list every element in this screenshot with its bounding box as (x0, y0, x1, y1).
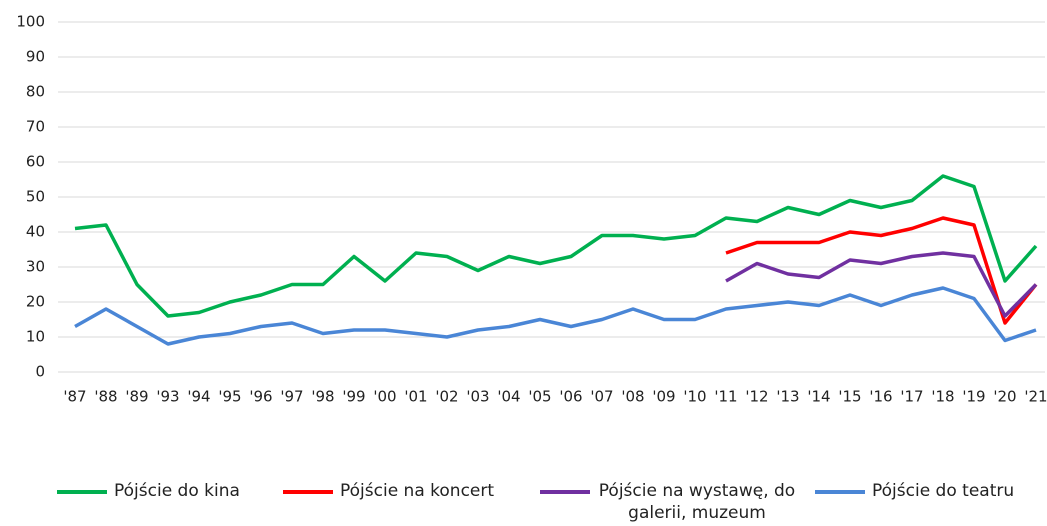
x-tick-label: '14 (807, 388, 830, 406)
x-tick-label: '06 (559, 388, 582, 406)
y-tick-label: 80 (26, 83, 45, 101)
legend-swatch (283, 490, 333, 494)
x-tick-label: '16 (869, 388, 892, 406)
x-tick-label: '02 (435, 388, 458, 406)
x-tick-label: '94 (187, 388, 210, 406)
y-tick-label: 20 (26, 293, 45, 311)
y-tick-label: 50 (26, 188, 45, 206)
y-tick-label: 40 (26, 223, 45, 241)
legend-item: Pójście na koncert (283, 480, 494, 502)
legend-item: Pójście do teatru (815, 480, 1014, 502)
y-tick-label: 0 (35, 363, 45, 381)
y-tick-label: 60 (26, 153, 45, 171)
x-tick-label: '04 (497, 388, 520, 406)
y-tick-label: 100 (16, 13, 45, 31)
x-tick-label: '05 (528, 388, 551, 406)
y-tick-label: 10 (26, 328, 45, 346)
x-tick-label: '00 (373, 388, 396, 406)
x-tick-label: '88 (94, 388, 117, 406)
x-tick-label: '19 (962, 388, 985, 406)
x-tick-label: '89 (125, 388, 148, 406)
x-tick-label: '21 (1024, 388, 1047, 406)
x-tick-label: '10 (683, 388, 706, 406)
legend-swatch (540, 490, 590, 494)
series-line (725, 251, 1038, 318)
series-line (725, 216, 1038, 325)
legend-swatch (57, 490, 107, 494)
legend-label: Pójście na koncert (340, 481, 495, 501)
x-tick-label: '08 (621, 388, 644, 406)
x-tick-label: '11 (714, 388, 737, 406)
x-tick-label: '96 (249, 388, 272, 406)
y-tick-label: 30 (26, 258, 45, 276)
plot: 0 10 20 30 40 50 60 70 80 90 100 '87 '88 '89 '93 '94 '95… (16, 13, 1047, 406)
x-tick-label: '99 (342, 388, 365, 406)
x-tick-label: '17 (900, 388, 923, 406)
x-tick-label: '15 (838, 388, 861, 406)
y-tick-label: 90 (26, 48, 45, 66)
legend-swatch (815, 490, 865, 494)
x-tick-label: '03 (466, 388, 489, 406)
legend-item: Pójście na wystawę, do galerii, muzeum (540, 480, 797, 524)
x-tick-label: '07 (590, 388, 613, 406)
series-line (74, 174, 1038, 318)
legend-label: Pójście do kina (114, 481, 240, 501)
x-tick-label: '01 (404, 388, 427, 406)
x-tick-label: '93 (156, 388, 179, 406)
legend-label: Pójście na wystawę, do galerii, muzeum (598, 481, 796, 523)
x-tick-label: '18 (931, 388, 954, 406)
series-line (74, 286, 1037, 346)
x-tick-label: '12 (745, 388, 768, 406)
x-tick-label: '87 (63, 388, 86, 406)
legend-label: Pójście do teatru (872, 481, 1015, 501)
x-tick-label: '20 (993, 388, 1016, 406)
x-tick-label: '13 (776, 388, 799, 406)
x-tick-label: '95 (218, 388, 241, 406)
legend-item: Pójście do kina (57, 480, 240, 502)
x-tick-label: '97 (280, 388, 303, 406)
y-tick-label: 70 (26, 118, 45, 136)
x-tick-label: '09 (652, 388, 675, 406)
x-tick-label: '98 (311, 388, 334, 406)
